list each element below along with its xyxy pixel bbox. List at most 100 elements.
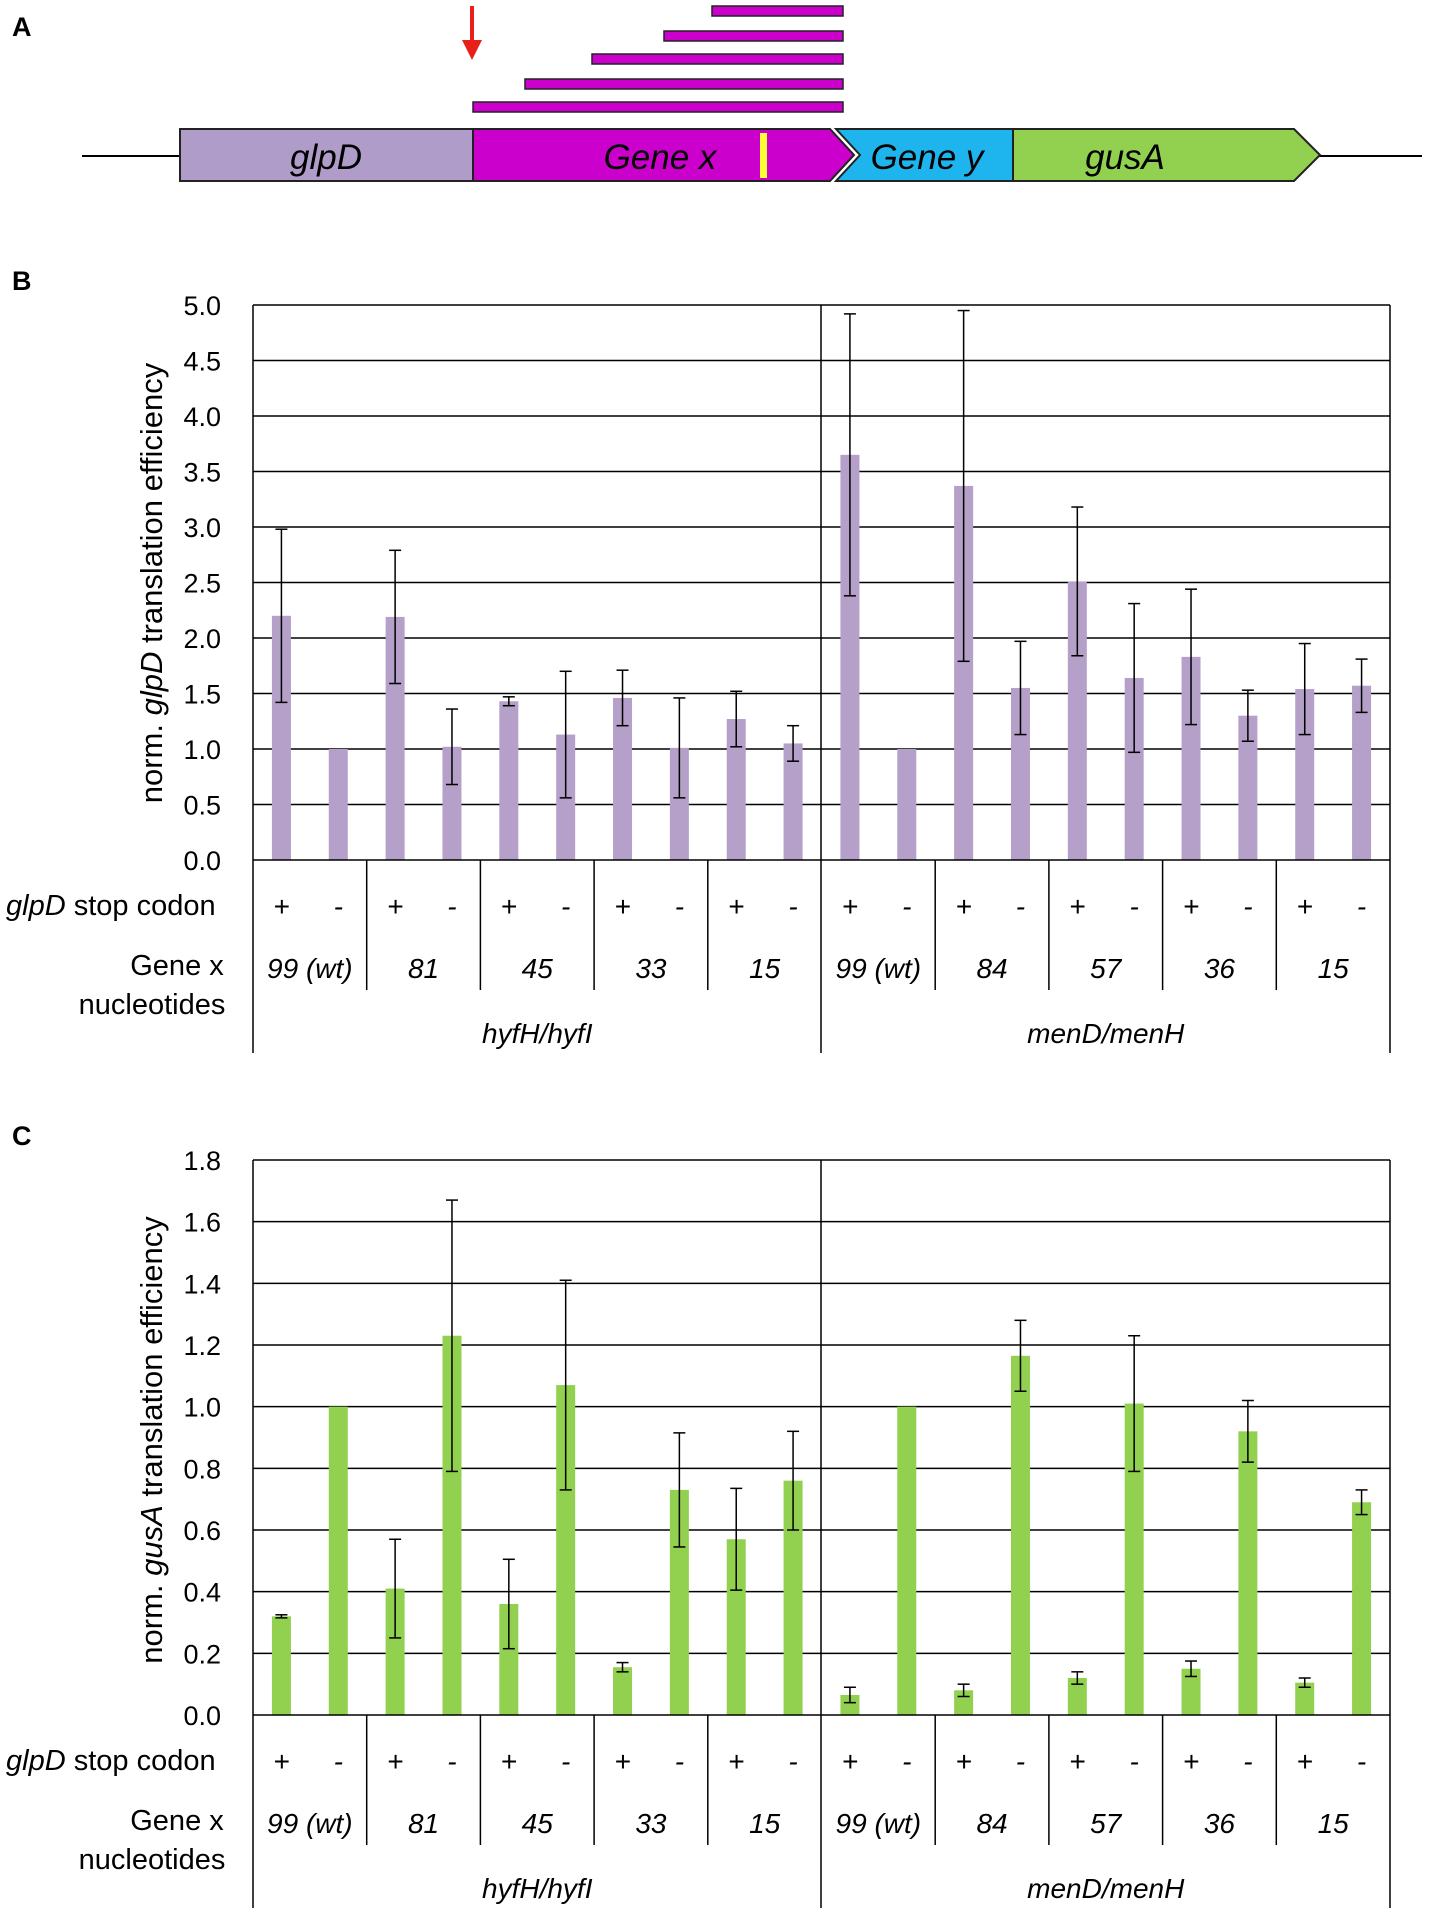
panel-b-nucleotide-label: 15 — [749, 953, 781, 984]
panel-c-bar — [726, 1539, 746, 1715]
panel-b-bar — [726, 719, 746, 860]
panel-b-stop-codon-minus: - — [1016, 891, 1025, 922]
panel-c-stop-codon-minus: - — [334, 1746, 343, 1777]
panel-c-bar — [1181, 1668, 1201, 1715]
panel-c-bar — [328, 1406, 348, 1715]
panel-c-stop-codon-plus: + — [1069, 1746, 1085, 1777]
panel-c-error-bars — [275, 1199, 1368, 1704]
panel-b-bar — [1352, 685, 1372, 860]
panel-c-nucleotide-label: 99 (wt) — [267, 1808, 353, 1839]
panel-c-bar — [385, 1588, 405, 1715]
red-arrow-head — [462, 40, 482, 60]
panel-b-nucleotide-label: 45 — [522, 953, 554, 984]
panel-c-bar — [613, 1667, 633, 1715]
panel-b-nucleotide-label: 84 — [976, 953, 1007, 984]
panel-b-row1-label-suffix: stop codon — [66, 890, 216, 922]
panel-b-nucleotide-label: 57 — [1090, 953, 1123, 984]
panel-c-bar — [1295, 1682, 1315, 1715]
panel-c-nucleotide-label: 15 — [1318, 1808, 1350, 1839]
panel-b-bar — [1238, 715, 1258, 860]
panel-b-stop-codon-minus: - — [675, 891, 684, 922]
panel-c-bar — [783, 1480, 803, 1715]
panel-b-row2-label-line2: nucleotides — [79, 989, 226, 1021]
panel-c-row1-label: glpD stop codon — [6, 1745, 216, 1777]
panel-c-y-tick-label: 1.2 — [183, 1331, 221, 1361]
panel-c-group-label: hyfH/hyfI — [482, 1873, 593, 1904]
panel-b-stop-codon-minus: - — [788, 891, 797, 922]
panel-b-bar — [1124, 677, 1144, 860]
panel-c-stop-codon-plus: + — [387, 1746, 403, 1777]
panel-b-y-tick-label: 0.5 — [183, 791, 221, 821]
panel-c-bar — [840, 1694, 860, 1715]
panel-b-bar — [669, 747, 689, 860]
panel-c-bar — [499, 1604, 519, 1715]
panel-b-stop-codon-minus: - — [1130, 891, 1139, 922]
panel-b-bar — [499, 701, 519, 860]
panel-b-y-tick-label: 0.0 — [183, 846, 221, 876]
panel-c-y-tick-label: 1.0 — [183, 1393, 221, 1423]
panel-b-stop-codon-plus: + — [273, 891, 289, 922]
panel-b-nucleotide-label: 15 — [1318, 953, 1350, 984]
panel-c-nucleotide-label: 15 — [749, 1808, 781, 1839]
panel-a-label: A — [12, 12, 32, 42]
panel-c-y-axis-label: norm. gusA translation efficiency — [134, 1216, 169, 1664]
panel-b-nucleotide-label: 36 — [1204, 953, 1236, 984]
panel-b-y-ticks: 0.0 0.5 1.0 1.5 2.0 2.5 3.0 3.5 4.0 4.5 5.0 — [183, 291, 221, 876]
panel-c-bar — [271, 1616, 291, 1715]
fragment-bar-5 — [472, 101, 844, 113]
panel-c-y-tick-label: 0.4 — [183, 1578, 221, 1608]
fragment-bar-4 — [524, 78, 844, 90]
panel-b-group-label: menD/menH — [1027, 1018, 1185, 1049]
panel-c-bars — [271, 1335, 1372, 1715]
panel-b-y-tick-label: 3.0 — [183, 513, 221, 543]
panel-c-group-label: menD/menH — [1027, 1873, 1185, 1904]
panel-c-row2-label-line2: nucleotides — [79, 1844, 226, 1876]
panel-b-stop-codon-plus: + — [728, 891, 744, 922]
panel-c-stop-codon-minus: - — [447, 1746, 456, 1777]
gene-gusA-arrow — [1012, 128, 1322, 182]
panel-b-stop-codon-plus: + — [501, 891, 517, 922]
panel-c-stop-codon-minus: - — [1243, 1746, 1252, 1777]
panel-c-frame — [252, 1160, 1391, 1908]
panel-b-row2-label-line1: Gene x — [130, 950, 224, 982]
panel-c-bar — [1238, 1431, 1258, 1715]
panel-b-group-label: hyfH/hyfI — [482, 1018, 593, 1049]
panel-c-y-tick-label: 0.8 — [183, 1454, 221, 1484]
panel-b-bar — [442, 746, 462, 860]
panel-c-y-tick-label: 0.0 — [183, 1701, 221, 1731]
panel-c-bar — [556, 1385, 576, 1715]
gene-x-arrow — [472, 128, 856, 182]
gene-glpD-box — [179, 128, 474, 182]
gene-y-box — [833, 128, 1014, 182]
panel-c-bar — [1067, 1678, 1087, 1715]
panel-b-stop-codon-plus: + — [842, 891, 858, 922]
panel-b-bar — [897, 749, 917, 860]
panel-b-nucleotide-label: 33 — [635, 953, 667, 984]
panel-c-label: C — [12, 1121, 32, 1151]
panel-b-stop-codon-minus: - — [334, 891, 343, 922]
panel-b-stop-codon-plus: + — [1183, 891, 1199, 922]
panel-c-nucleotide-label: 81 — [408, 1808, 439, 1839]
panel-c-row1-label-suffix: stop codon — [66, 1745, 216, 1777]
panel-b-y-axis-label-prefix: norm. — [134, 715, 169, 803]
panel-c-stop-codon-plus: + — [728, 1746, 744, 1777]
panel-b-stop-codon-plus: + — [1297, 891, 1313, 922]
panel-c-nucleotide-label: 57 — [1090, 1808, 1123, 1839]
panel-c-bar — [669, 1489, 689, 1715]
panel-c-nucleotide-label: 45 — [522, 1808, 554, 1839]
panel-b-y-tick-label: 4.5 — [183, 347, 221, 377]
panel-b-stop-codon-minus: - — [1243, 891, 1252, 922]
panel-c-nucleotide-label: 99 (wt) — [836, 1808, 922, 1839]
panel-b-bar — [328, 749, 348, 860]
panel-b-stop-codon-minus: - — [902, 891, 911, 922]
panel-b-y-tick-label: 5.0 — [183, 291, 221, 321]
panel-c-stop-codon-plus: + — [1297, 1746, 1313, 1777]
panel-b-stop-codon-minus: - — [561, 891, 570, 922]
red-arrow-icon — [462, 6, 482, 60]
panel-c-y-tick-label: 0.2 — [183, 1639, 221, 1669]
panel-b-stop-codon-plus: + — [1069, 891, 1085, 922]
panel-c-stop-codon-minus: - — [561, 1746, 570, 1777]
panel-c-stop-codon-minus: - — [788, 1746, 797, 1777]
panel-c-stop-codon-plus: + — [501, 1746, 517, 1777]
panel-b-error-bars — [275, 309, 1368, 799]
